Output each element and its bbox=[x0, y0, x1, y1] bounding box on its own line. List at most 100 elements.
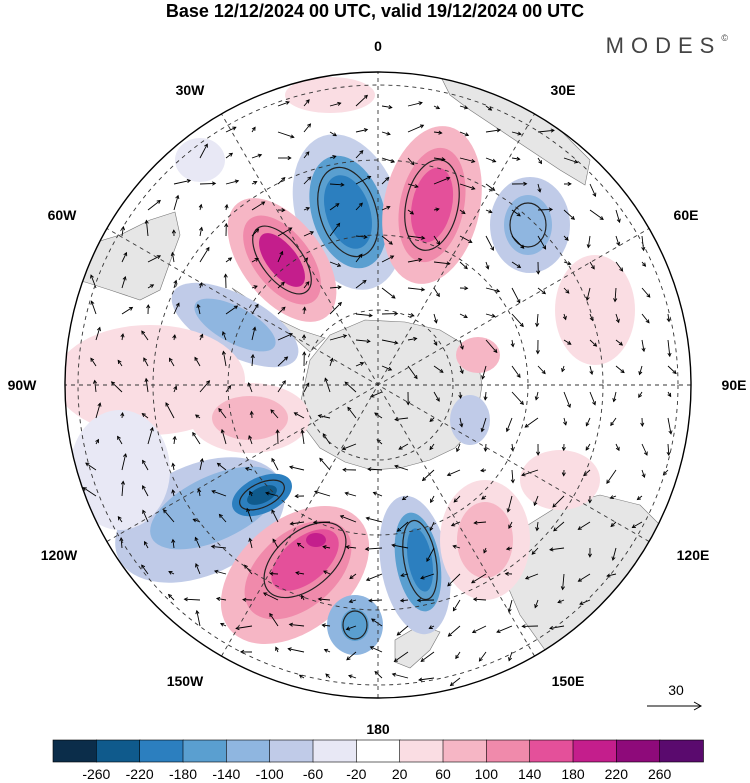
wind-vector-head bbox=[562, 315, 567, 321]
wind-vector bbox=[248, 435, 253, 445]
wind-vector-head bbox=[387, 366, 393, 371]
wind-vector-head bbox=[358, 253, 363, 258]
wind-vector bbox=[184, 598, 201, 601]
wind-vector-head bbox=[459, 345, 464, 350]
wind-vector bbox=[277, 227, 292, 237]
wind-vector-head bbox=[348, 674, 353, 679]
wind-vector-head bbox=[294, 494, 299, 499]
wind-vector-head bbox=[221, 331, 226, 336]
wind-vector bbox=[142, 510, 149, 523]
wind-vector bbox=[381, 105, 392, 109]
wind-vector bbox=[407, 313, 414, 317]
wind-vector-head bbox=[336, 263, 342, 267]
wind-vector bbox=[171, 252, 175, 263]
wind-vector bbox=[407, 124, 424, 133]
wind-vector-head bbox=[672, 370, 677, 375]
wind-vector-head bbox=[490, 246, 494, 251]
wind-vector-head bbox=[197, 488, 202, 493]
wind-vector-head bbox=[463, 265, 468, 270]
wind-vector bbox=[485, 313, 496, 317]
wind-vector bbox=[329, 102, 341, 107]
wind-vector-head bbox=[149, 284, 155, 289]
wind-vector bbox=[606, 469, 617, 484]
wind-vector-head bbox=[552, 503, 557, 508]
wind-vector bbox=[400, 599, 409, 602]
wind-vector-head bbox=[418, 257, 423, 262]
wind-vector bbox=[508, 651, 513, 661]
wind-vector-head bbox=[488, 209, 493, 214]
wind-vector bbox=[407, 287, 425, 291]
wind-vector-head bbox=[199, 457, 204, 463]
wind-vector-head bbox=[473, 520, 478, 525]
wind-vector bbox=[141, 564, 149, 575]
wind-vector-head bbox=[344, 491, 349, 496]
wind-vector bbox=[168, 594, 175, 601]
wind-vector bbox=[606, 573, 617, 577]
wind-vector-head bbox=[183, 597, 188, 602]
wind-vector-head bbox=[550, 128, 555, 133]
wind-vector bbox=[381, 255, 394, 263]
wind-vector bbox=[295, 572, 305, 575]
wind-vector bbox=[474, 521, 487, 524]
wind-vector bbox=[667, 365, 677, 374]
wind-vector bbox=[511, 261, 521, 268]
wind-vector-head bbox=[156, 255, 162, 259]
wind-vector-head bbox=[542, 245, 547, 250]
wind-vector-head bbox=[516, 212, 521, 217]
wind-vector bbox=[173, 436, 176, 445]
wind-vector-head bbox=[283, 356, 289, 361]
wind-vector-head bbox=[149, 426, 154, 432]
wind-vector-head bbox=[242, 597, 247, 602]
wind-vector bbox=[524, 417, 539, 428]
wind-vector bbox=[329, 335, 347, 341]
wind-vector-head bbox=[142, 485, 146, 490]
wind-vector bbox=[95, 327, 101, 341]
wind-vector bbox=[329, 358, 333, 367]
wind-vector-head bbox=[223, 273, 228, 278]
wind-vector bbox=[537, 287, 546, 295]
wind-vector-head bbox=[536, 451, 541, 456]
colorbar-swatch bbox=[139, 739, 184, 763]
wind-vector-head bbox=[606, 573, 611, 578]
wind-vector-head bbox=[537, 188, 542, 193]
wind-vector-head bbox=[620, 369, 625, 374]
colorbar-tick-label: -140 bbox=[212, 766, 240, 782]
wind-vector bbox=[329, 286, 341, 289]
wind-vector-head bbox=[388, 240, 393, 245]
wind-vector-head bbox=[433, 341, 438, 346]
wind-vector bbox=[612, 547, 617, 561]
wind-vector bbox=[459, 417, 463, 427]
wind-vector bbox=[615, 339, 623, 346]
lon-label-90w: 90W bbox=[8, 377, 38, 393]
wind-vector-head bbox=[481, 495, 486, 500]
wind-vector bbox=[199, 334, 204, 341]
wind-vector-head bbox=[347, 406, 352, 411]
wind-vector bbox=[172, 539, 175, 549]
colorbar-swatch bbox=[52, 739, 98, 763]
wind-vector-head bbox=[666, 451, 671, 457]
wind-vector bbox=[271, 458, 279, 471]
wind-vector-head bbox=[298, 674, 304, 679]
wind-vector bbox=[610, 417, 617, 426]
wind-vector bbox=[459, 313, 468, 318]
wind-vector-head bbox=[616, 241, 621, 247]
wind-vector-head bbox=[269, 612, 274, 618]
wind-vector-head bbox=[371, 618, 376, 623]
wind-vector bbox=[632, 521, 643, 528]
wind-vector bbox=[270, 409, 279, 419]
wind-vector-head bbox=[194, 356, 199, 361]
wind-vector bbox=[392, 544, 409, 549]
wind-vector bbox=[245, 467, 253, 471]
wind-vector bbox=[397, 625, 409, 636]
wind-vector bbox=[418, 677, 435, 681]
wind-vector-head bbox=[198, 203, 203, 209]
wind-vector-head bbox=[218, 407, 223, 413]
wind-vector bbox=[329, 302, 342, 315]
wind-vector-head bbox=[349, 575, 354, 580]
wind-vector bbox=[589, 391, 596, 405]
wind-vector-head bbox=[198, 282, 203, 287]
wind-vector-head bbox=[641, 347, 646, 353]
wind-vector bbox=[225, 126, 236, 133]
wind-vector-head bbox=[433, 319, 438, 324]
wind-vector-head bbox=[122, 276, 127, 281]
